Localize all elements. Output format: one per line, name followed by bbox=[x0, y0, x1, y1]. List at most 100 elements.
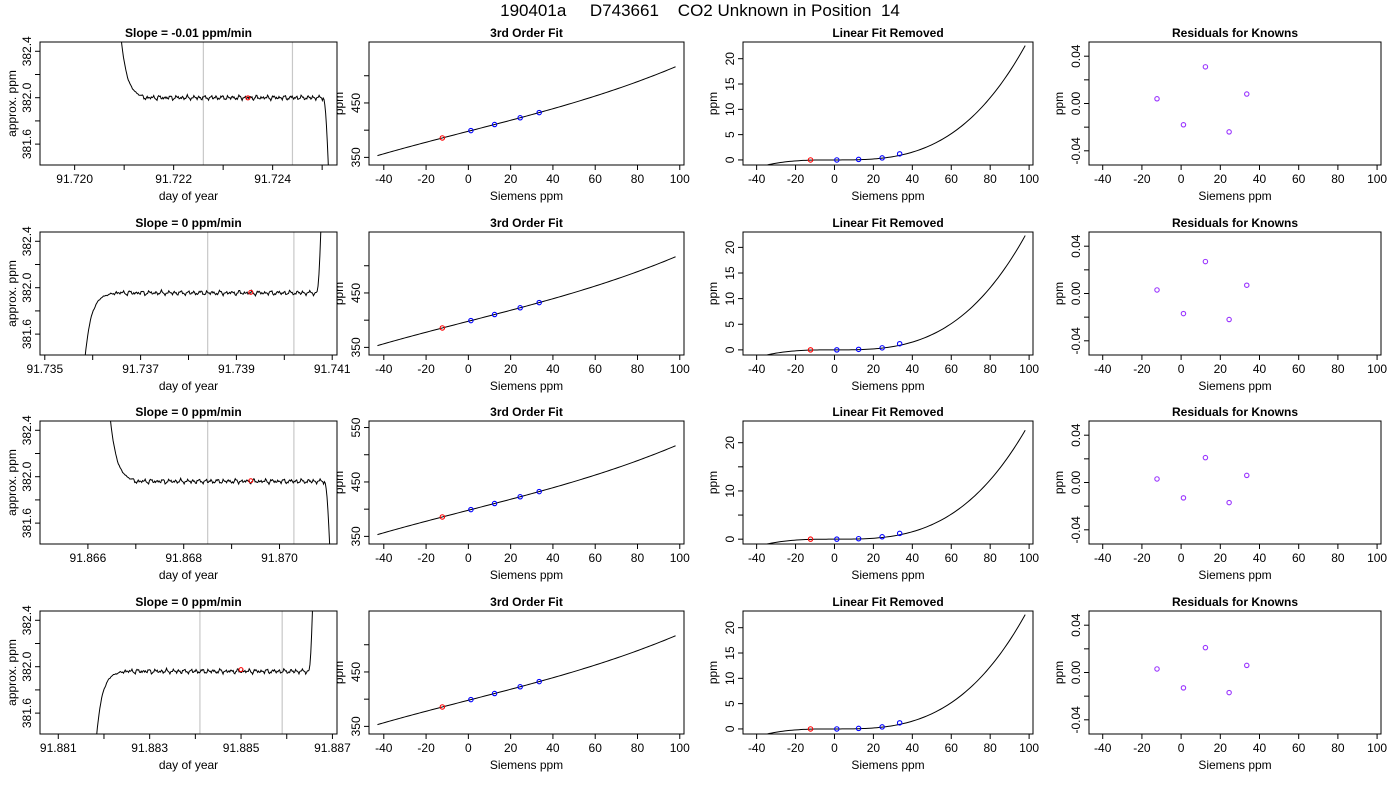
x-tick-label: 100 bbox=[670, 551, 690, 565]
y-axis-label: ppm bbox=[332, 282, 346, 305]
data-point bbox=[517, 684, 523, 690]
x-tick-label: 91.735 bbox=[26, 362, 63, 376]
plot-area bbox=[121, 42, 329, 165]
x-tick-label: 91.883 bbox=[131, 741, 168, 755]
plot-area bbox=[377, 445, 676, 536]
panel-4-2: 3rd Order Fit -40 -20 0 20 40 60 80 100 Siemens p… bbox=[332, 595, 690, 772]
plot-frame bbox=[742, 231, 1034, 356]
data-point bbox=[807, 536, 814, 542]
y-tick-label: 10 bbox=[723, 292, 737, 306]
x-tick-label: 80 bbox=[984, 551, 998, 565]
panel-4-4: Residuals for Knowns -40 -20 0 20 40 60 80 100 Si… bbox=[1052, 595, 1387, 772]
x-tick-label: -40 bbox=[748, 551, 766, 565]
plot-area bbox=[377, 66, 676, 157]
x-tick-label: 91.720 bbox=[56, 172, 93, 186]
x-tick-label: 100 bbox=[670, 362, 690, 376]
y-tick-label: 381.6 bbox=[20, 698, 34, 728]
panel-title: Slope = -0.01 ppm/min bbox=[125, 26, 252, 40]
x-tick-label: 100 bbox=[1367, 551, 1387, 565]
x-tick-label: 91.887 bbox=[314, 741, 351, 755]
panel-title: Residuals for Knowns bbox=[1172, 405, 1298, 419]
data-point bbox=[896, 720, 903, 726]
x-axis-label: Siemens ppm bbox=[490, 758, 563, 772]
y-tick-label: 20 bbox=[723, 52, 737, 66]
y-axis-label: ppm bbox=[1052, 471, 1066, 494]
x-tick-label: 100 bbox=[1019, 172, 1039, 186]
plot-area bbox=[764, 614, 1026, 734]
page-title: 190401a D743661 CO2 Unknown in Position … bbox=[500, 1, 900, 20]
x-tick-label: 60 bbox=[1292, 362, 1306, 376]
x-tick-label: 80 bbox=[631, 741, 645, 755]
y-tick-label: 381.6 bbox=[20, 508, 34, 538]
plot-area bbox=[764, 429, 1026, 544]
x-tick-label: -20 bbox=[787, 362, 805, 376]
residual-point bbox=[1180, 495, 1187, 501]
y-tick-label: 381.6 bbox=[20, 319, 34, 349]
residual-point bbox=[1180, 685, 1187, 691]
x-tick-label: -40 bbox=[748, 362, 766, 376]
y-tick-label: 0.04 bbox=[1069, 423, 1083, 447]
data-point bbox=[491, 500, 498, 507]
x-tick-label: 91.868 bbox=[165, 551, 202, 565]
x-tick-label: 80 bbox=[984, 741, 998, 755]
x-tick-label: 91.737 bbox=[122, 362, 159, 376]
y-tick-label: 350 bbox=[349, 526, 363, 546]
panel-4-1: Slope = 0 ppm/min 91.881 91.883 91.885 91.88… bbox=[5, 595, 351, 772]
y-axis-label: approx. ppm bbox=[5, 639, 19, 706]
plot-area bbox=[377, 635, 676, 726]
x-tick-label: -40 bbox=[748, 741, 766, 755]
x-tick-label: 80 bbox=[1331, 362, 1345, 376]
residual-point bbox=[1244, 472, 1250, 479]
raw-trace bbox=[84, 232, 322, 355]
data-point bbox=[517, 494, 523, 500]
data-point bbox=[468, 506, 474, 513]
y-tick-label: 450 bbox=[349, 93, 363, 113]
y-tick-label: 382.4 bbox=[20, 415, 34, 445]
y-tick-label: 20 bbox=[723, 436, 737, 450]
plot-frame bbox=[39, 41, 338, 166]
x-tick-label: 20 bbox=[504, 741, 518, 755]
panel-title: 3rd Order Fit bbox=[490, 405, 563, 419]
x-axis-label: Siemens ppm bbox=[851, 189, 924, 203]
x-axis-label: Siemens ppm bbox=[490, 568, 563, 582]
residual-point bbox=[1180, 310, 1187, 317]
x-tick-label: 20 bbox=[504, 172, 518, 186]
data-point bbox=[468, 696, 474, 703]
plot-frame bbox=[742, 420, 1034, 545]
x-tick-label: 60 bbox=[1292, 172, 1306, 186]
y-axis-label: ppm bbox=[332, 661, 346, 684]
y-tick-label: 0 bbox=[723, 346, 737, 353]
y-tick-label: 382.0 bbox=[20, 461, 34, 491]
x-tick-label: 60 bbox=[945, 362, 959, 376]
panel-2-4: Residuals for Knowns -40 -20 0 20 40 60 80 100 Si… bbox=[1052, 216, 1387, 393]
y-tick-label: 0.04 bbox=[1069, 234, 1083, 258]
plot-frame bbox=[1088, 231, 1382, 356]
y-tick-label: 350 bbox=[349, 337, 363, 357]
data-point bbox=[439, 514, 446, 520]
x-tick-label: 0 bbox=[1178, 551, 1185, 565]
plot-area bbox=[764, 235, 1026, 355]
residual-point bbox=[1226, 689, 1232, 696]
residual-point bbox=[1202, 258, 1209, 265]
y-tick-label: 20 bbox=[723, 240, 737, 254]
panel-title: Residuals for Knowns bbox=[1172, 595, 1298, 609]
x-axis-label: Siemens ppm bbox=[490, 379, 563, 393]
y-tick-label: 450 bbox=[349, 283, 363, 303]
x-axis-label: day of year bbox=[159, 758, 218, 772]
x-tick-label: -40 bbox=[1094, 741, 1112, 755]
y-axis-label: ppm bbox=[332, 471, 346, 494]
y-tick-label: 350 bbox=[349, 716, 363, 736]
plot-area bbox=[1154, 64, 1250, 135]
x-tick-label: 40 bbox=[906, 551, 920, 565]
y-axis-label: ppm bbox=[1052, 282, 1066, 305]
y-tick-label: 382.4 bbox=[20, 36, 34, 66]
x-tick-label: 40 bbox=[1253, 741, 1267, 755]
x-tick-label: 60 bbox=[589, 741, 603, 755]
fit-curve bbox=[377, 256, 676, 347]
raw-trace bbox=[121, 42, 329, 165]
y-axis-label: approx. ppm bbox=[5, 70, 19, 137]
fit-curve bbox=[764, 235, 1026, 355]
plot-frame bbox=[39, 420, 338, 545]
residual-point bbox=[1202, 454, 1209, 461]
